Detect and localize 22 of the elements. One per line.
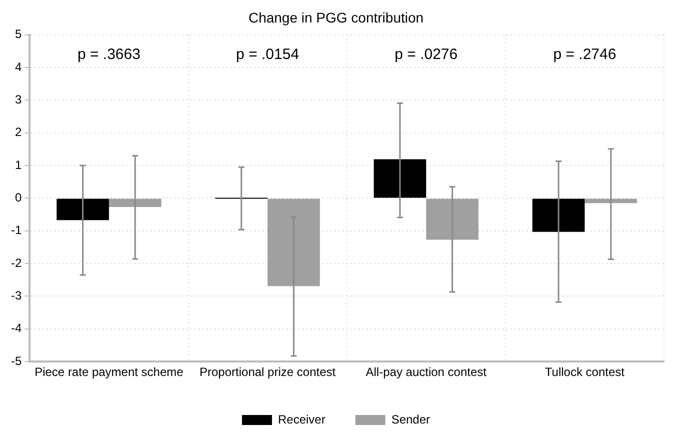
y-tick-label: 4	[14, 60, 22, 74]
y-tick-label: -2	[11, 256, 22, 270]
x-tick-label: Piece rate payment scheme	[34, 365, 184, 380]
chart-title: Change in PGG contribution	[248, 9, 424, 26]
annotation: p = .0154	[236, 46, 300, 63]
y-tick-label: 5	[14, 27, 22, 42]
y-tick-label: 1	[14, 158, 22, 172]
y-tick-label: 0	[14, 190, 22, 205]
annotation: p = .3663	[77, 46, 140, 63]
y-tick-label: -5	[11, 354, 22, 368]
x-tick-label: Proportional prize contest	[200, 365, 336, 380]
y-tick-label: -1	[11, 223, 22, 238]
x-tick-label: All-pay auction contest	[366, 365, 488, 380]
legend-label: Sender	[391, 412, 430, 426]
annotation: p = .2746	[553, 46, 616, 63]
legend-label: Receiver	[278, 412, 326, 426]
y-tick-label: 3	[14, 92, 22, 106]
y-tick-label: 2	[14, 125, 22, 140]
y-tick-label: -3	[11, 288, 22, 303]
annotation: p = .0276	[394, 46, 458, 63]
x-tick-label: Tullock contest	[544, 365, 626, 380]
y-tick-label: -4	[11, 321, 22, 336]
